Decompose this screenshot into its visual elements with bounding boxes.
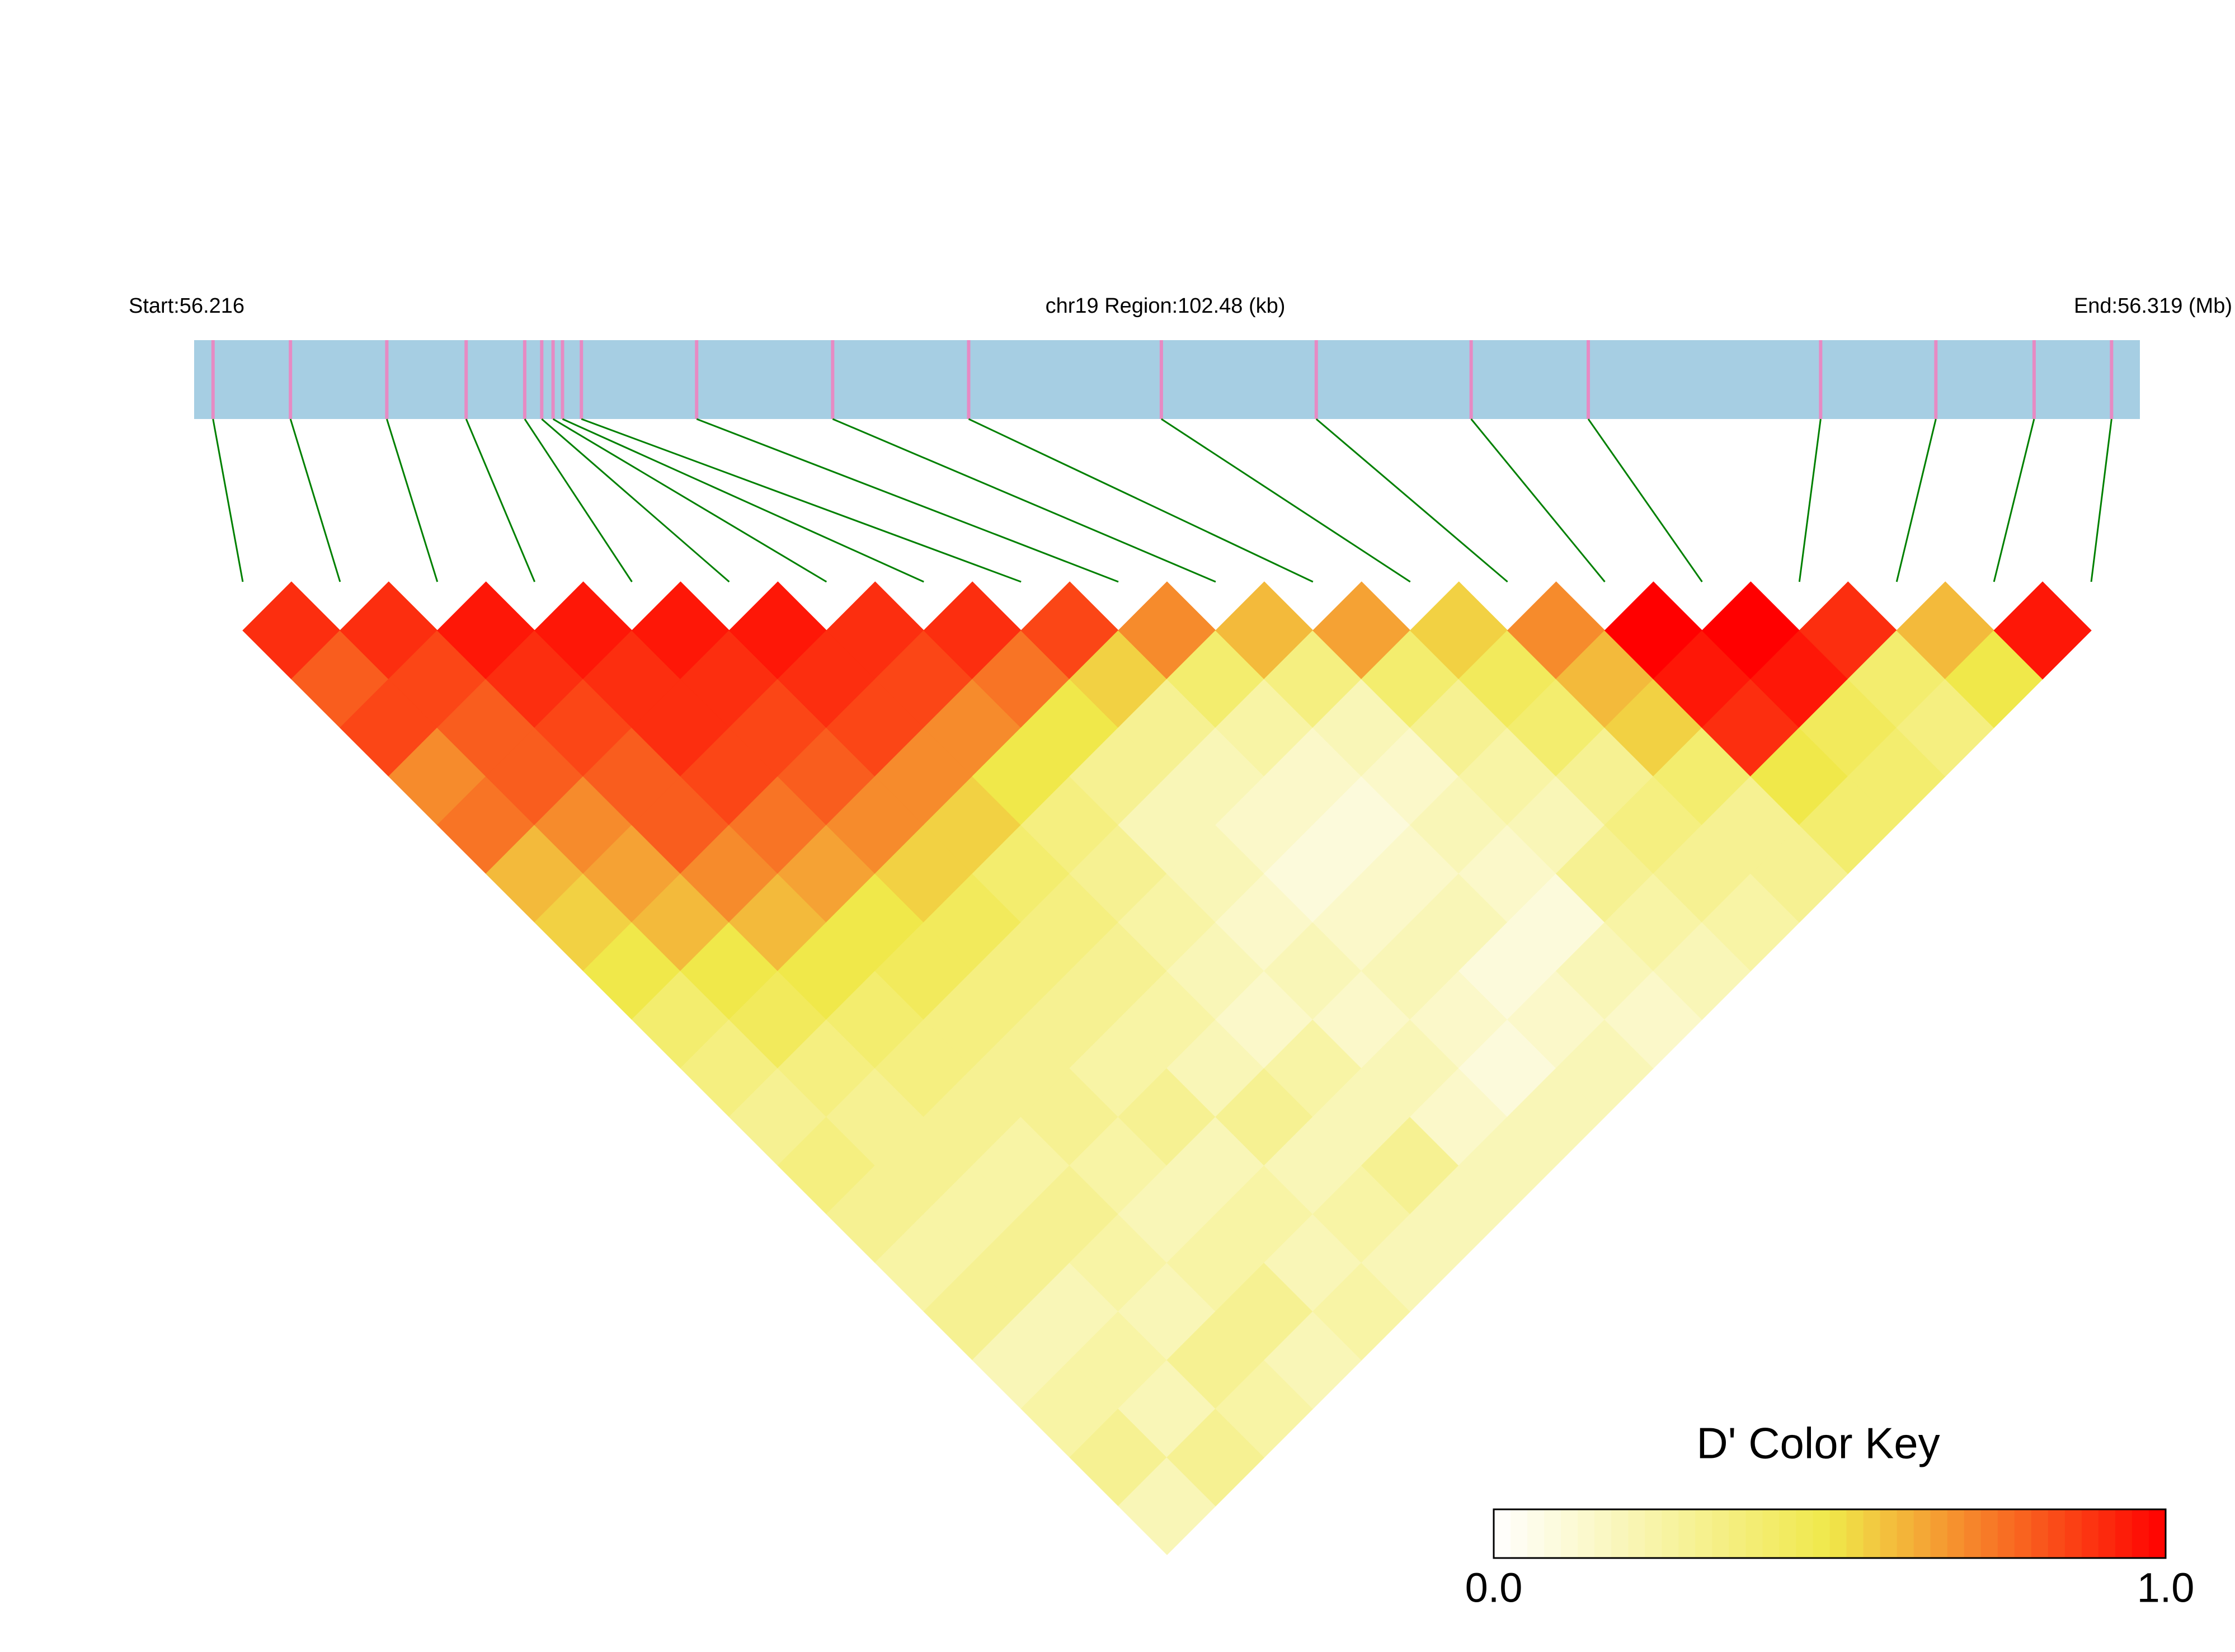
snp-link — [1315, 418, 1508, 583]
snp-link — [1895, 418, 1937, 582]
snp-link — [2090, 418, 2112, 582]
color-key-step — [2132, 1509, 2149, 1558]
color-key-step — [1511, 1509, 1528, 1558]
color-key-step — [2115, 1509, 2133, 1558]
color-key-step — [2098, 1509, 2116, 1558]
snp-link — [1993, 418, 2035, 582]
color-key-step — [1695, 1509, 1713, 1558]
color-key-step — [2081, 1509, 2099, 1558]
color-key-step — [1494, 1509, 1512, 1558]
color-key-step — [2148, 1509, 2166, 1558]
color-key-step — [1980, 1509, 1998, 1558]
start-label: Start:56.216 — [129, 294, 244, 318]
snp-link — [832, 418, 1216, 583]
snp-link — [1798, 418, 1822, 582]
color-key-step — [1846, 1509, 1864, 1558]
snp-link — [552, 418, 827, 583]
end-label: End:56.319 (Mb) — [2074, 294, 2232, 318]
color-key-step — [1745, 1509, 1763, 1558]
color-key-step — [1947, 1509, 1965, 1558]
color-key-label: 0.0 — [1465, 1565, 1523, 1611]
color-key-step — [2048, 1509, 2065, 1558]
color-key-step — [1594, 1509, 1612, 1558]
color-key-step — [1779, 1509, 1797, 1558]
snp-link — [562, 418, 924, 583]
color-key-step — [1527, 1509, 1545, 1558]
color-key-step — [1544, 1509, 1562, 1558]
color-key-step — [1913, 1509, 1931, 1558]
snp-link — [385, 418, 439, 582]
color-key-step — [1662, 1509, 1679, 1558]
color-key-step — [1762, 1509, 1780, 1558]
color-key-step — [2031, 1509, 2049, 1558]
snp-link — [968, 418, 1314, 583]
color-key-step — [1578, 1509, 1596, 1558]
color-key-title: D' Color Key — [1696, 1419, 1940, 1468]
color-key-step — [1964, 1509, 1982, 1558]
color-key-step — [1712, 1509, 1730, 1558]
snp-link — [1587, 418, 1703, 582]
color-key-label: 1.0 — [2137, 1565, 2195, 1611]
color-key-step — [1561, 1509, 1579, 1558]
snp-link — [524, 418, 633, 582]
color-key-step — [1897, 1509, 1914, 1558]
color-key-step — [1880, 1509, 1898, 1558]
ld-cell — [1993, 581, 2092, 680]
genome-bar — [194, 340, 2140, 419]
snp-link — [465, 418, 536, 582]
color-key-step — [2064, 1509, 2082, 1558]
color-key-step — [1729, 1509, 1747, 1558]
color-key-step — [1997, 1509, 2015, 1558]
snp-link — [581, 418, 1022, 583]
snp-link — [289, 418, 341, 582]
color-key-step — [1628, 1509, 1646, 1558]
snp-link — [1470, 418, 1606, 582]
color-key-step — [1930, 1509, 1948, 1558]
region-label: chr19 Region:102.48 (kb) — [1046, 294, 1286, 318]
color-key-step — [1796, 1509, 1814, 1558]
snp-link — [696, 418, 1119, 583]
color-key-step — [1678, 1509, 1696, 1558]
color-key-step — [2014, 1509, 2032, 1558]
snp-link — [212, 418, 244, 582]
color-key-step — [1829, 1509, 1847, 1558]
color-key-frame — [1493, 1508, 2167, 1559]
snp-link — [1161, 418, 1411, 583]
snp-link — [541, 418, 730, 583]
color-key-step — [1813, 1509, 1831, 1558]
color-key-step — [1611, 1509, 1629, 1558]
color-key-step — [1645, 1509, 1663, 1558]
color-key-step — [1863, 1509, 1881, 1558]
